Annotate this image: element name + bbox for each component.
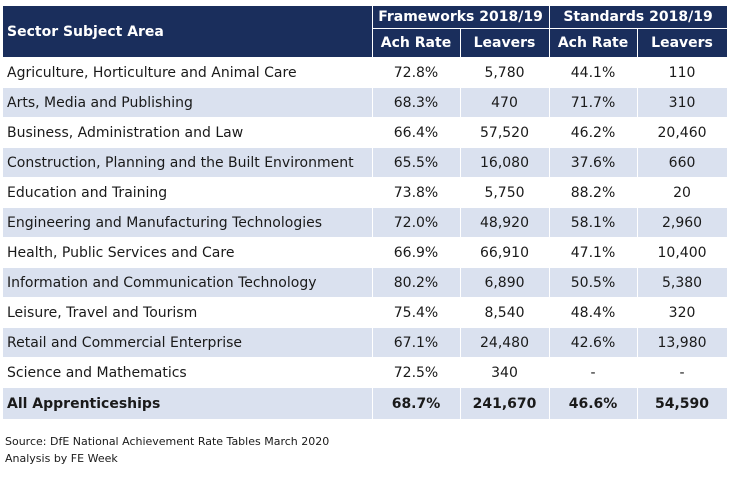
standards-group-header: Standards 2018/19: [548, 5, 728, 29]
standards-ach-rate-cell: 48.4%: [549, 297, 638, 328]
sector-subject-cell: Leisure, Travel and Tourism: [3, 297, 373, 328]
standards-ach-rate-header: Ach Rate: [548, 28, 638, 58]
frameworks-ach-rate-cell: 73.8%: [372, 177, 461, 208]
sector-subject-cell: Science and Mathematics: [3, 357, 373, 388]
standards-ach-rate-cell: 37.6%: [549, 147, 638, 178]
frameworks-ach-rate-cell: 72.8%: [372, 57, 461, 88]
table-row: Arts, Media and Publishing 68.3% 470 71.…: [3, 87, 728, 118]
standards-leavers-cell: 310: [637, 87, 728, 118]
frameworks-leavers-cell: 66,910: [460, 237, 550, 268]
standards-leavers-cell: 10,400: [637, 237, 728, 268]
frameworks-ach-rate-cell: 72.5%: [372, 357, 461, 388]
standards-ach-rate-cell: 71.7%: [549, 87, 638, 118]
total-standards-leavers-cell: 54,590: [637, 387, 728, 420]
source-note: Source: DfE National Achievement Rate Ta…: [5, 435, 330, 448]
frameworks-ach-rate-cell: 80.2%: [372, 267, 461, 298]
total-frameworks-ach-rate-cell: 68.7%: [372, 387, 461, 420]
header-group-row: Sector Subject Area Frameworks 2018/19 S…: [3, 5, 728, 58]
frameworks-leavers-cell: 57,520: [460, 117, 550, 148]
frameworks-ach-rate-cell: 67.1%: [372, 327, 461, 358]
frameworks-leavers-cell: 5,780: [460, 57, 550, 88]
frameworks-leavers-header: Leavers: [459, 28, 550, 58]
standards-ach-rate-cell: -: [549, 357, 638, 388]
table-row: Health, Public Services and Care 66.9% 6…: [3, 237, 728, 268]
frameworks-leavers-cell: 8,540: [460, 297, 550, 328]
standards-ach-rate-cell: 88.2%: [549, 177, 638, 208]
sector-subject-cell: Business, Administration and Law: [3, 117, 373, 148]
table-body: Agriculture, Horticulture and Animal Car…: [3, 57, 728, 420]
frameworks-ach-rate-cell: 66.4%: [372, 117, 461, 148]
standards-leavers-cell: 320: [637, 297, 728, 328]
table-row: Construction, Planning and the Built Env…: [3, 147, 728, 178]
achievement-rates-table: Sector Subject Area Frameworks 2018/19 S…: [3, 5, 728, 420]
table-row: Education and Training 73.8% 5,750 88.2%…: [3, 177, 728, 208]
standards-ach-rate-cell: 42.6%: [549, 327, 638, 358]
table-row: Agriculture, Horticulture and Animal Car…: [3, 57, 728, 88]
frameworks-leavers-cell: 16,080: [460, 147, 550, 178]
sector-subject-cell: Engineering and Manufacturing Technologi…: [3, 207, 373, 238]
header-subcolumn-row: Ach Rate Leavers Ach Rate Leavers: [3, 28, 728, 58]
table-row: Science and Mathematics 72.5% 340 - -: [3, 357, 728, 388]
standards-leavers-cell: 20,460: [637, 117, 728, 148]
standards-leavers-cell: 5,380: [637, 267, 728, 298]
table-header: Sector Subject Area Frameworks 2018/19 S…: [3, 5, 728, 58]
frameworks-leavers-cell: 6,890: [460, 267, 550, 298]
frameworks-ach-rate-header: Ach Rate: [371, 28, 461, 58]
standards-ach-rate-cell: 44.1%: [549, 57, 638, 88]
table-row: Engineering and Manufacturing Technologi…: [3, 207, 728, 238]
sector-subject-cell: Agriculture, Horticulture and Animal Car…: [3, 57, 373, 88]
standards-ach-rate-cell: 58.1%: [549, 207, 638, 238]
frameworks-group-header: Frameworks 2018/19: [371, 5, 550, 29]
frameworks-ach-rate-cell: 68.3%: [372, 87, 461, 118]
sector-subject-cell: Construction, Planning and the Built Env…: [3, 147, 373, 178]
total-row: All Apprenticeships 68.7% 241,670 46.6% …: [3, 387, 728, 420]
standards-leavers-cell: 20: [637, 177, 728, 208]
frameworks-ach-rate-cell: 72.0%: [372, 207, 461, 238]
sector-subject-cell: Retail and Commercial Enterprise: [3, 327, 373, 358]
standards-ach-rate-cell: 50.5%: [549, 267, 638, 298]
total-label-cell: All Apprenticeships: [3, 387, 373, 420]
standards-leavers-cell: 2,960: [637, 207, 728, 238]
table-row: Business, Administration and Law 66.4% 5…: [3, 117, 728, 148]
standards-leavers-cell: -: [637, 357, 728, 388]
sector-subject-cell: Information and Communication Technology: [3, 267, 373, 298]
standards-leavers-cell: 660: [637, 147, 728, 178]
frameworks-leavers-cell: 48,920: [460, 207, 550, 238]
sector-subject-cell: Health, Public Services and Care: [3, 237, 373, 268]
table-row: Retail and Commercial Enterprise 67.1% 2…: [3, 327, 728, 358]
frameworks-ach-rate-cell: 75.4%: [372, 297, 461, 328]
frameworks-leavers-cell: 470: [460, 87, 550, 118]
frameworks-ach-rate-cell: 66.9%: [372, 237, 461, 268]
frameworks-leavers-cell: 24,480: [460, 327, 550, 358]
frameworks-leavers-cell: 340: [460, 357, 550, 388]
frameworks-leavers-cell: 5,750: [460, 177, 550, 208]
standards-ach-rate-cell: 47.1%: [549, 237, 638, 268]
sector-subject-cell: Education and Training: [3, 177, 373, 208]
table-row: Leisure, Travel and Tourism 75.4% 8,540 …: [3, 297, 728, 328]
standards-leavers-header: Leavers: [636, 28, 728, 58]
standards-leavers-cell: 13,980: [637, 327, 728, 358]
standards-ach-rate-cell: 46.2%: [549, 117, 638, 148]
table-row: Information and Communication Technology…: [3, 267, 728, 298]
standards-leavers-cell: 110: [637, 57, 728, 88]
frameworks-ach-rate-cell: 65.5%: [372, 147, 461, 178]
total-standards-ach-rate-cell: 46.6%: [549, 387, 638, 420]
total-frameworks-leavers-cell: 241,670: [460, 387, 550, 420]
analysis-credit: Analysis by FE Week: [5, 452, 118, 465]
sector-subject-cell: Arts, Media and Publishing: [3, 87, 373, 118]
sector-subject-area-header: Sector Subject Area: [3, 5, 373, 58]
